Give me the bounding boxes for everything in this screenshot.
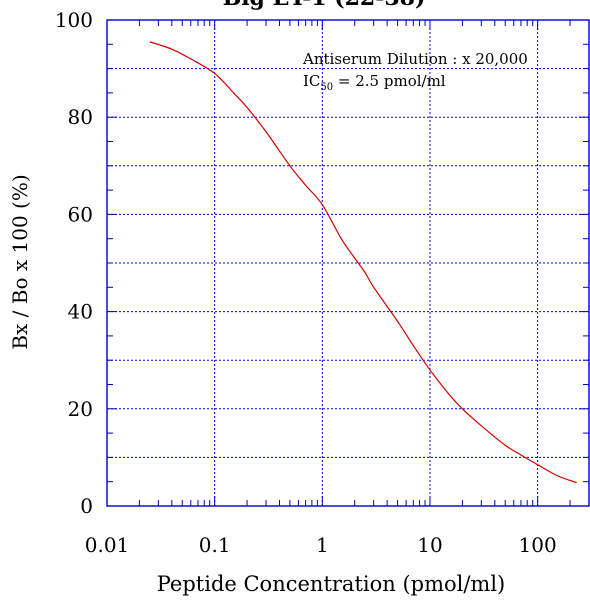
chart-title: Big ET-1 (22-38) <box>223 0 426 11</box>
y-tick-label: 20 <box>68 397 93 421</box>
ic50-suffix: = 2.5 pmol/ml <box>333 72 446 90</box>
y-tick-label: 40 <box>68 300 93 324</box>
y-tick-label: 0 <box>80 494 93 518</box>
ic50-subscript: 50 <box>320 82 333 93</box>
y-tick-label: 100 <box>55 8 93 32</box>
grid <box>107 20 589 506</box>
x-tick-labels: 0.01 0.1 1 10 100 <box>85 533 557 557</box>
y-tick-label: 60 <box>68 202 93 226</box>
x-tick-label: 100 <box>519 533 557 557</box>
x-tick-label: 0.01 <box>85 533 130 557</box>
x-tick-label: 10 <box>417 533 442 557</box>
y-tick-label: 80 <box>68 105 93 129</box>
annotation-ic50: IC50 = 2.5 pmol/ml <box>303 72 446 93</box>
x-tick-label: 1 <box>316 533 329 557</box>
y-axis-label: Bx / Bo x 100 (%) <box>8 174 32 349</box>
ic50-prefix: IC <box>303 72 320 90</box>
x-axis-label: Peptide Concentration (pmol/ml) <box>157 572 506 596</box>
plot-frame <box>106 19 590 507</box>
inhibition-curve <box>149 41 577 484</box>
y-tick-labels: 0 20 40 60 80 100 <box>55 8 93 518</box>
x-tick-label: 0.1 <box>199 533 231 557</box>
annotation-dilution: Antiserum Dilution : x 20,000 <box>302 50 528 68</box>
